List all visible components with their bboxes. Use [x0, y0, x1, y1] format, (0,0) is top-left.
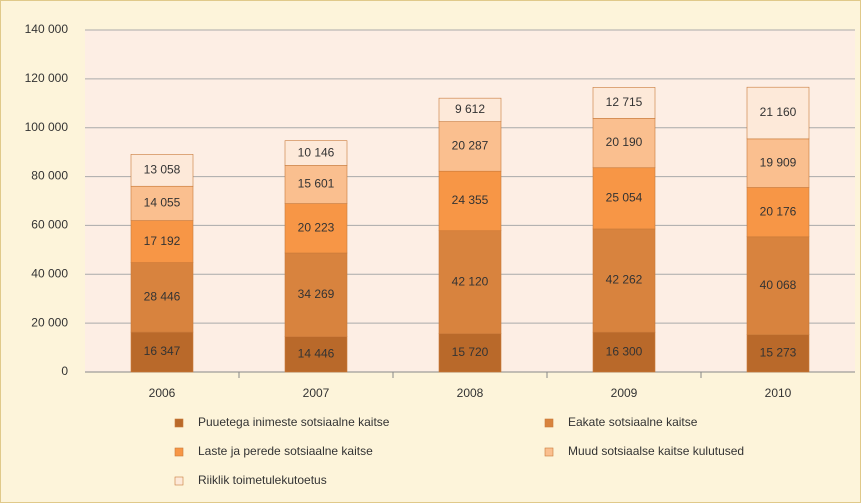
legend-label: Riiklik toimetulekutoetus: [198, 473, 327, 487]
y-tick-label: 0: [61, 364, 68, 378]
data-label: 15 720: [452, 345, 489, 359]
data-label: 40 068: [760, 278, 797, 292]
x-tick-label: 2006: [149, 386, 176, 400]
y-tick-label: 120 000: [25, 71, 69, 85]
x-tick-label: 2009: [611, 386, 638, 400]
bar-segment: [284, 336, 348, 373]
y-tick-label: 140 000: [25, 22, 69, 36]
data-label: 21 160: [760, 105, 797, 119]
legend-marker: [544, 418, 554, 428]
bar-segment: [438, 97, 502, 122]
data-label: 19 909: [760, 155, 797, 169]
data-label: 14 446: [298, 347, 335, 361]
data-label: 15 601: [298, 177, 335, 191]
data-label: 24 355: [452, 193, 489, 207]
legend-label: Eakate sotsiaalne kaitse: [568, 415, 698, 429]
y-tick-label: 100 000: [25, 120, 69, 134]
data-label: 20 176: [760, 204, 797, 218]
legend-label: Puuetega inimeste sotsiaalne kaitse: [198, 415, 390, 429]
data-label: 20 223: [298, 220, 335, 234]
bar-segment: [438, 333, 502, 373]
bar-segment: [746, 187, 810, 238]
legend-label: Muud sotsiaalse kaitse kulutused: [568, 444, 744, 458]
data-label: 16 347: [144, 344, 181, 358]
bar-segment: [592, 87, 656, 119]
bar-segment: [130, 262, 194, 333]
bar-segment: [284, 165, 348, 204]
data-label: 28 446: [144, 289, 181, 303]
legend-marker: [174, 476, 184, 486]
bar-segment: [592, 331, 656, 373]
legend-marker: [174, 447, 184, 457]
legend-label: Laste ja perede sotsiaalne kaitse: [198, 444, 373, 458]
data-label: 10 146: [298, 145, 335, 159]
data-label: 14 055: [144, 196, 181, 210]
y-tick-label: 80 000: [31, 169, 68, 183]
bar-segment: [746, 334, 810, 373]
bar-segment: [284, 140, 348, 166]
y-tick-label: 20 000: [31, 315, 68, 329]
bar-segment: [438, 170, 502, 232]
bar-segment: [438, 121, 502, 172]
data-label: 20 287: [452, 139, 489, 153]
bar-segment: [130, 154, 194, 187]
bar-segment: [130, 220, 194, 263]
legend-marker: [174, 418, 184, 428]
y-tick-label: 40 000: [31, 266, 68, 280]
data-label: 17 192: [144, 234, 181, 248]
y-tick-label: 60 000: [31, 218, 68, 232]
bar-segment: [438, 230, 502, 334]
bar-segment: [746, 86, 810, 140]
data-label: 42 262: [606, 273, 643, 287]
bar-segment: [284, 252, 348, 338]
data-label: 34 269: [298, 287, 335, 301]
data-label: 12 715: [606, 95, 643, 109]
bar-segment: [592, 118, 656, 169]
x-tick-label: 2007: [303, 386, 330, 400]
data-label: 20 190: [606, 135, 643, 149]
bar-segment: [592, 167, 656, 230]
x-tick-label: 2010: [765, 386, 792, 400]
legend-marker: [544, 447, 554, 457]
bar-segment: [130, 331, 194, 373]
bar-segment: [130, 185, 194, 221]
data-label: 25 054: [606, 191, 643, 205]
bar-segment: [746, 138, 810, 188]
x-tick-label: 2008: [457, 386, 484, 400]
data-label: 16 300: [606, 344, 643, 358]
data-label: 13 058: [144, 162, 181, 176]
data-label: 15 273: [760, 346, 797, 360]
bar-segment: [746, 236, 810, 335]
data-label: 42 120: [452, 274, 489, 288]
data-label: 9 612: [455, 102, 485, 116]
bar-segment: [592, 228, 656, 333]
